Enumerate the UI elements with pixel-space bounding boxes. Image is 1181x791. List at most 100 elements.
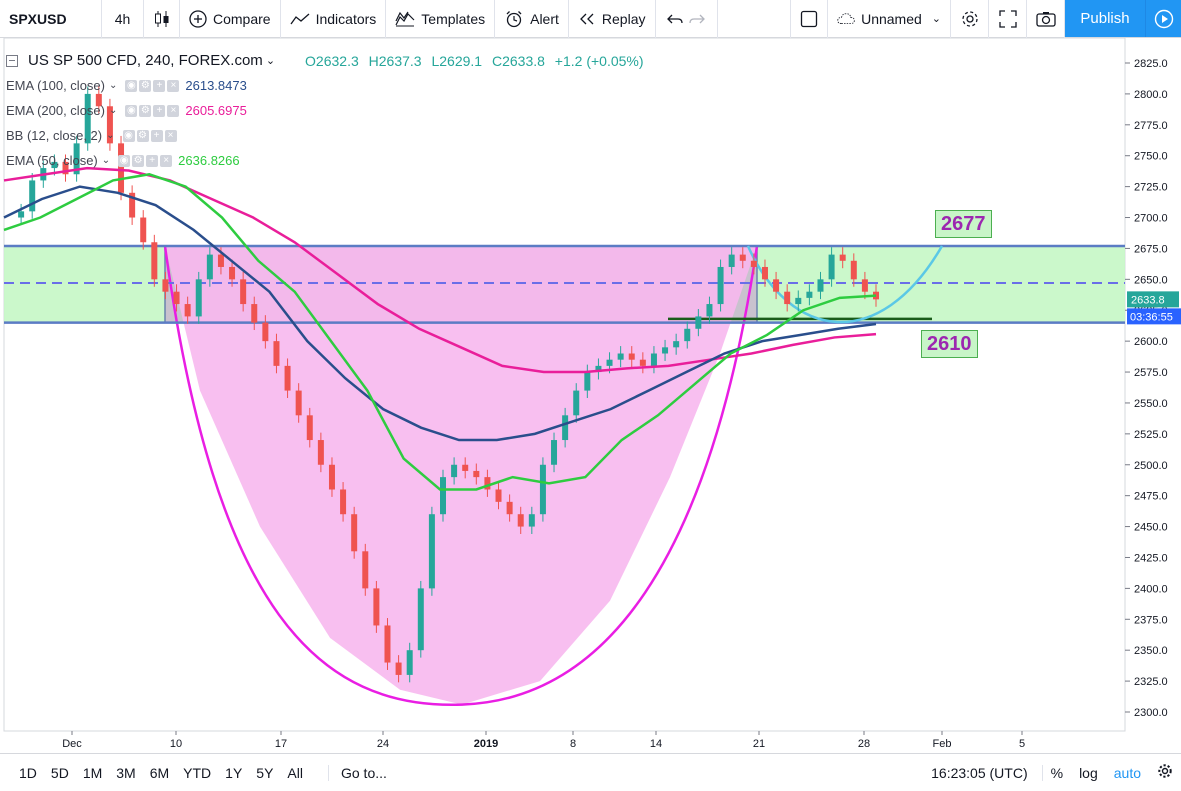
open-value: O2632.3 [305,52,359,69]
chart-settings-button[interactable] [1149,763,1181,782]
symbol-search[interactable]: SPXUSD [0,0,102,38]
range-button[interactable]: 6M [149,764,170,781]
chevron-down-icon[interactable]: ⌄ [109,80,118,91]
range-button[interactable]: 5Y [256,764,274,781]
candle-body [340,489,347,515]
eye-icon[interactable]: ◉ [118,154,131,167]
settings-button[interactable] [951,0,989,38]
range-button[interactable]: 3M [116,764,136,781]
price-tick-label: 2775.0 [1134,120,1168,132]
candle-body [106,106,113,144]
range-button[interactable]: 1D [19,764,37,781]
candle-body [317,440,324,465]
goto-button[interactable]: Go to... [327,764,394,781]
cup-pattern-curve[interactable] [163,245,759,706]
change-value: +1.2 (+0.05%) [554,52,644,69]
range-button[interactable]: YTD [183,764,212,781]
candle-body [817,279,824,292]
indicators-button[interactable]: Indicators [281,0,387,38]
indicator-value: 2613.8473 [185,78,247,93]
plus-icon[interactable]: + [153,79,166,92]
chevron-down-icon[interactable]: ⌄ [265,55,276,67]
templates-label: Templates [421,10,486,27]
legend-title[interactable]: US SP 500 CFD, 240, FOREX.com [28,52,263,69]
candle-body [351,514,358,552]
indicator-legend-row[interactable]: EMA (50, close) ⌄ ◉ ⚙ + × 2636.8266 [6,148,650,173]
auto-toggle[interactable]: auto [1113,764,1141,781]
indicator-legend-row[interactable]: EMA (200, close) ⌄ ◉ ⚙ + × 2605.6975 [6,98,650,123]
undo-icon[interactable] [667,12,683,26]
publish-button[interactable]: Publish [1065,0,1145,37]
candle-body [229,266,236,280]
chart-style-button[interactable] [144,0,180,38]
price-tick-label: 2575.0 [1134,367,1168,379]
plus-icon[interactable]: + [153,104,166,117]
time-tick-label: 24 [377,738,389,750]
indicator-name[interactable]: EMA (100, close) [6,78,105,93]
eye-icon[interactable]: ◉ [122,129,135,142]
layout-name-button[interactable]: Unnamed ⌄ [828,0,951,38]
candle-body [273,341,280,366]
indicator-name[interactable]: EMA (200, close) [6,103,105,118]
settings-icon[interactable]: ⚙ [132,154,145,167]
replay-button[interactable]: Replay [569,0,656,38]
candle-body [206,254,213,280]
close-icon[interactable]: × [160,154,173,167]
price-tick-label: 2325.0 [1134,676,1168,688]
candle-body [717,266,724,305]
indicator-legend-row[interactable]: BB (12, close, 2) ⌄ ◉ ⚙ + × [6,123,650,148]
eye-icon[interactable]: ◉ [125,104,138,117]
candle-body [506,501,513,515]
cloud-icon [837,12,855,24]
support-label[interactable]: 2610 [921,330,978,358]
candle-body [84,93,91,144]
range-button[interactable]: 5D [50,764,69,781]
close-icon[interactable]: × [167,79,180,92]
square-icon [800,10,818,27]
alert-button[interactable]: Alert [495,0,569,38]
plus-icon[interactable]: + [150,129,163,142]
settings-icon[interactable]: ⚙ [136,129,149,142]
chevron-down-icon[interactable]: ⌄ [101,155,111,166]
chevron-down-icon[interactable]: ⌄ [106,130,115,141]
candle-body [184,304,191,317]
indicator-name[interactable]: EMA (50, close) [6,153,98,168]
close-icon[interactable]: × [164,129,177,142]
play-circle-icon [1154,9,1173,28]
last-price-text: 2633.8 [1131,294,1165,306]
time-tick-label: 17 [275,738,287,750]
publish-options-button[interactable] [1145,0,1181,37]
indicator-legend-row[interactable]: EMA (100, close) ⌄ ◉ ⚙ + × 2613.8473 [6,73,650,98]
snapshot-button[interactable] [1027,0,1065,38]
range-button[interactable]: 1Y [225,764,243,781]
resistance-label[interactable]: 2677 [935,210,992,238]
plus-icon[interactable]: + [146,154,159,167]
clock[interactable]: 16:23:05 (UTC) [923,764,1043,781]
settings-icon[interactable]: ⚙ [139,104,152,117]
chart-area[interactable]: 2825.0 2800.0 2775.0 2750.0 2725.0 2700.0 2675… [0,38,1181,753]
eye-icon[interactable]: ◉ [125,79,138,92]
fullscreen-layout-button[interactable] [790,0,828,38]
close-icon[interactable]: × [167,104,180,117]
indicator-name[interactable]: BB (12, close, 2) [6,128,103,143]
chevron-down-icon[interactable]: ⌄ [109,105,118,116]
percent-toggle[interactable]: % [1050,764,1064,781]
ema100-line[interactable] [3,185,877,442]
range-button[interactable]: 1M [82,764,103,781]
ema50-line[interactable] [3,172,877,491]
candle-body [251,304,258,323]
compare-button[interactable]: Compare [180,0,281,38]
log-toggle[interactable]: log [1079,764,1098,781]
price-chart[interactable]: 2825.0 2800.0 2775.0 2750.0 2725.0 2700.0 2675… [0,38,1181,753]
candle-body [773,279,780,292]
redo-icon[interactable] [689,12,705,26]
interval-button[interactable]: 4h [102,0,144,38]
collapse-icon[interactable] [6,54,18,67]
range-button[interactable]: All [287,764,303,781]
candle-body [51,161,58,169]
fullscreen-button[interactable] [989,0,1027,38]
candle-body [850,260,857,280]
settings-icon[interactable]: ⚙ [139,79,152,92]
alert-label: Alert [530,10,559,27]
templates-button[interactable]: Templates [386,0,496,38]
